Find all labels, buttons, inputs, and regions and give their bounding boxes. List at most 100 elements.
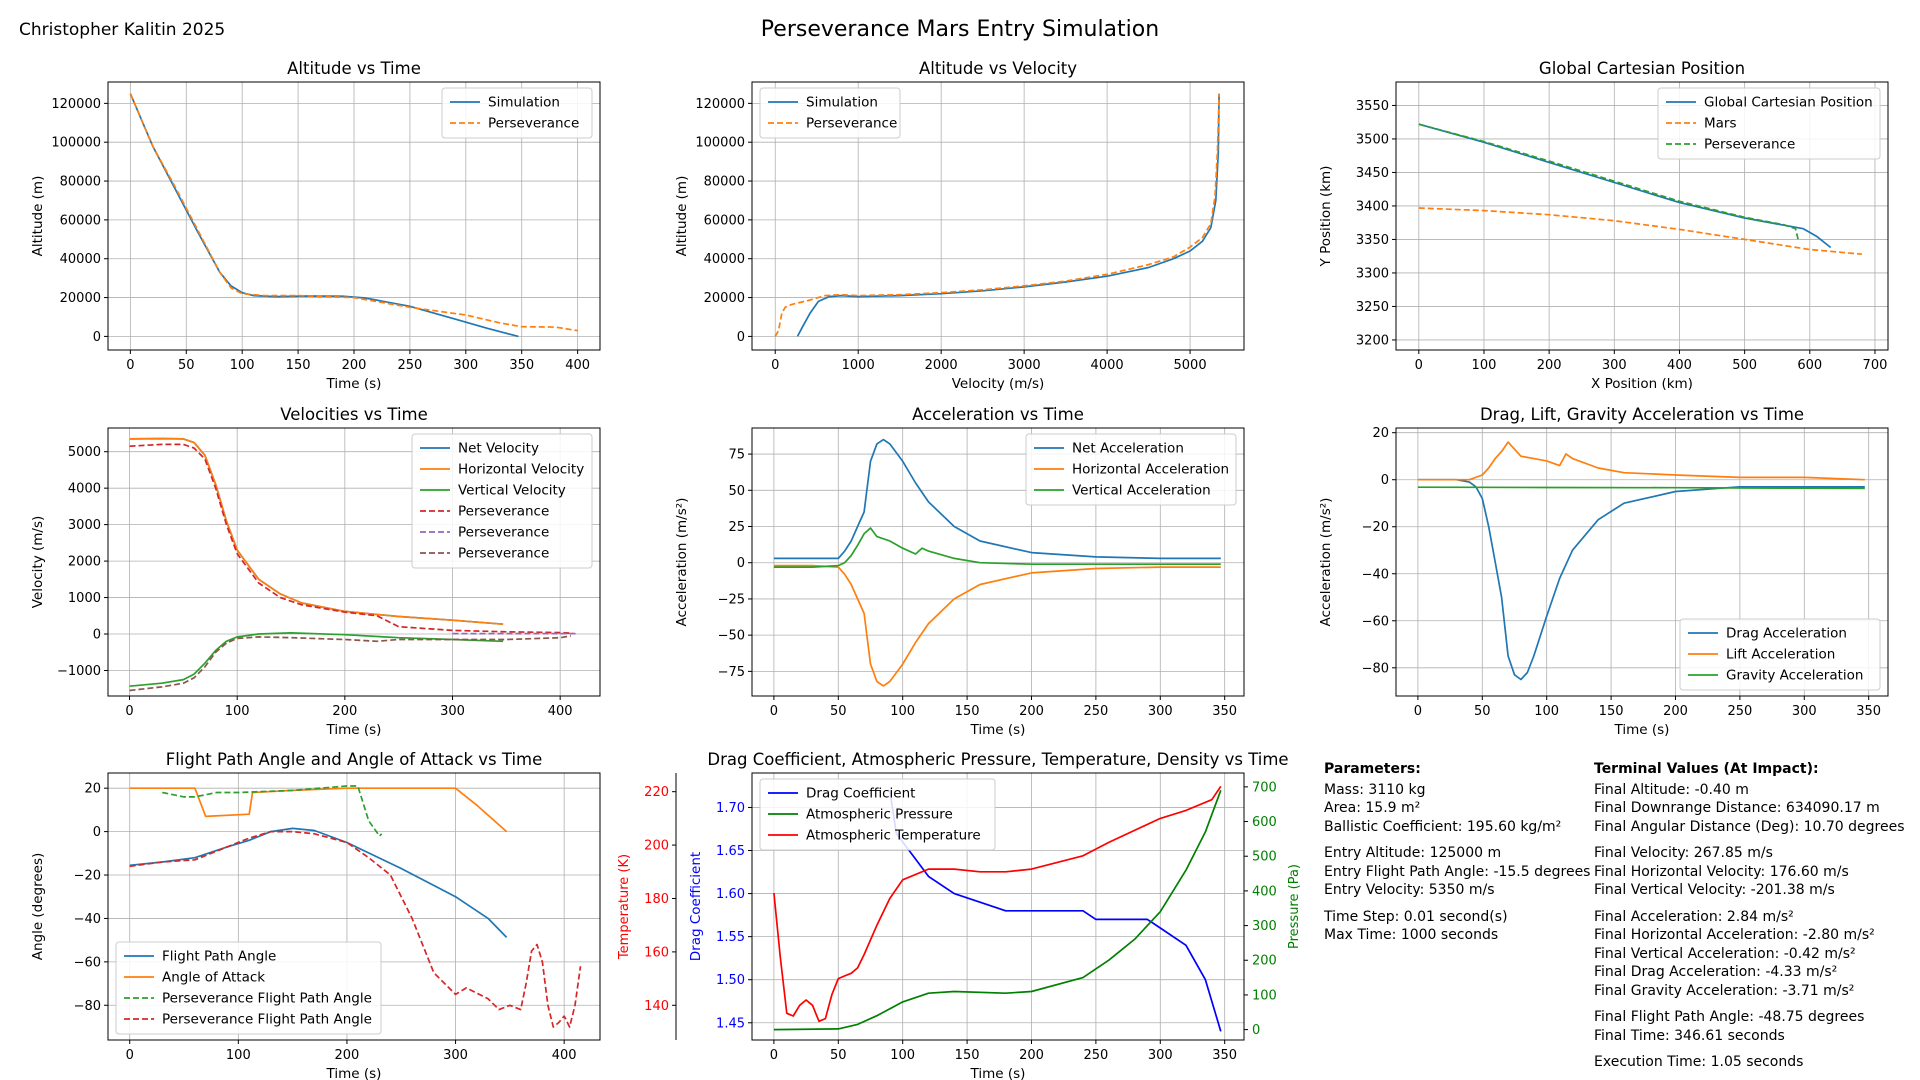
y-tick-label: −20 — [1362, 520, 1389, 535]
y-tick-label: −50 — [718, 629, 745, 644]
panel-group: Execution Time: 1.05 seconds — [1594, 1053, 1905, 1072]
legend-box — [1657, 87, 1881, 160]
panel-line: Final Gravity Acceleration: -3.71 m/s² — [1594, 982, 1855, 999]
panel-line: Final Vertical Velocity: -201.38 m/s — [1594, 882, 1835, 898]
panel-line: Final Drag Acceleration: -4.33 m/s² — [1594, 964, 1838, 980]
y2-tick-label: 600 — [1252, 815, 1277, 830]
chart-title: Altitude vs Time — [287, 59, 421, 78]
panel-line: Final Velocity: 267.85 m/s — [1594, 845, 1773, 861]
legend-label: Drag Coefficient — [806, 786, 915, 802]
panel-line: Final Horizontal Acceleration: -2.80 m/s… — [1594, 927, 1875, 943]
figure-title: Perseverance Mars Entry Simulation — [760, 17, 1160, 42]
x-tick-label: 250 — [1727, 704, 1752, 719]
panel-heading: Terminal Values (At Impact): — [1594, 761, 1819, 777]
y-tick-label: 4000 — [68, 482, 101, 497]
chart-title: Acceleration vs Time — [912, 405, 1084, 424]
series-line — [773, 564, 1221, 687]
series-line — [1417, 478, 1865, 681]
y-tick-label: −80 — [1362, 661, 1389, 676]
panel-group: Final Acceleration: 2.84 m/s² Final Horiz… — [1594, 908, 1905, 1001]
x-tick-label: 600 — [1797, 358, 1822, 373]
x-tick-label: 350 — [509, 358, 534, 373]
x-tick-label: 50 — [1474, 704, 1491, 719]
y-tick-label: 100000 — [695, 136, 745, 151]
panel-line: Ballistic Coefficient: 195.60 kg/m² — [1324, 818, 1562, 835]
y-tick-label: 80000 — [60, 175, 101, 190]
x-axis-label: Time (s) — [326, 1066, 382, 1080]
panel-line: Final Angular Distance (Deg): 10.70 degr… — [1594, 818, 1905, 835]
chart-alt_vel: 0 1000 2000 3000 4000 5000 0 20000 40000 60000 800… — [674, 59, 1245, 392]
legend-box — [759, 778, 996, 851]
y-tick-label: 120000 — [695, 97, 745, 112]
y-axis-label: Velocity (m/s) — [30, 516, 46, 609]
legend-label: Global Cartesian Position — [1704, 95, 1873, 111]
y2-axis-label: Pressure (Pa) — [1287, 864, 1302, 949]
y-tick-label: 0 — [737, 556, 745, 571]
legend-label: Horizontal Acceleration — [1072, 462, 1229, 478]
x-tick-label: 400 — [1667, 358, 1692, 373]
x-tick-label: 4000 — [1091, 358, 1124, 373]
y-axis-label: Acceleration (m/s²) — [1318, 498, 1334, 627]
legend-label: Net Acceleration — [1072, 441, 1184, 457]
legend: Net Acceleration Horizontal Acceleration V… — [1025, 433, 1237, 506]
y-tick-label: 60000 — [704, 213, 745, 228]
series-line — [129, 437, 504, 626]
x-tick-label: 100 — [230, 358, 255, 373]
legend: Global Cartesian Position Mars Perseveranc… — [1657, 87, 1881, 160]
x-tick-label: 200 — [1663, 704, 1688, 719]
legend-box — [759, 87, 901, 139]
x-tick-label: 50 — [830, 704, 847, 719]
y-tick-label: 75 — [728, 448, 745, 463]
y-tick-label: 3400 — [1356, 199, 1389, 214]
panel-line: Entry Velocity: 5350 m/s — [1324, 882, 1495, 898]
x-tick-label: 350 — [1212, 1048, 1237, 1063]
y-tick-label: 40000 — [704, 252, 745, 267]
x-tick-label: 0 — [770, 704, 778, 719]
legend-box — [115, 941, 382, 1035]
y-tick-label: 1000 — [68, 591, 101, 606]
panel-group: Final Flight Path Angle: -48.75 degrees F… — [1594, 1008, 1905, 1045]
chart-title: Drag, Lift, Gravity Acceleration vs Time — [1480, 405, 1804, 424]
y-tick-label: 3450 — [1356, 166, 1389, 181]
x-tick-label: 150 — [955, 704, 980, 719]
x-tick-label: 0 — [126, 358, 134, 373]
y-tick-label: 100000 — [51, 136, 101, 151]
y-axis-label: Altitude (m) — [674, 176, 690, 257]
panel-line: Final Acceleration: 2.84 m/s² — [1594, 908, 1794, 925]
x-tick-label: 300 — [1792, 704, 1817, 719]
panel-line: Final Time: 346.61 seconds — [1594, 1027, 1785, 1044]
x-tick-label: 400 — [548, 704, 573, 719]
legend-label: Net Velocity — [458, 441, 539, 457]
legend-label: Vertical Velocity — [458, 483, 566, 499]
x-tick-label: 200 — [1019, 704, 1044, 719]
y-axis-label: Acceleration (m/s²) — [674, 498, 690, 627]
panel-line: Final Downrange Distance: 634090.17 m — [1594, 800, 1880, 816]
panel-group: Entry Altitude: 125000 m Entry Flight Pat… — [1324, 844, 1590, 900]
y-tick-label: 3000 — [68, 518, 101, 533]
x-tick-label: 350 — [1212, 704, 1237, 719]
x-tick-label: 100 — [890, 1048, 915, 1063]
y3-tick-label: 200 — [644, 839, 669, 854]
legend-label: Angle of Attack — [162, 970, 265, 986]
legend-label: Atmospheric Pressure — [806, 807, 953, 823]
series-line — [129, 827, 508, 938]
panel-heading: Parameters: — [1324, 761, 1421, 777]
x-tick-label: 300 — [440, 704, 465, 719]
legend: Flight Path Angle Angle of Attack Persever… — [115, 941, 382, 1035]
legend-label: Perseverance — [458, 525, 549, 541]
y-tick-label: 3250 — [1356, 300, 1389, 315]
x-tick-label: 500 — [1732, 358, 1757, 373]
legend-label: Perseverance — [488, 116, 579, 132]
panel-line: Final Flight Path Angle: -48.75 degrees — [1594, 1009, 1865, 1025]
legend-label: Simulation — [806, 95, 878, 111]
axes-frame — [1395, 81, 1889, 351]
y-axis-label: Altitude (m) — [30, 176, 46, 257]
y3-axis-label: Temperature (K) — [617, 854, 632, 960]
panel-line: Mass: 3110 kg — [1324, 781, 1426, 798]
x-tick-label: 250 — [397, 358, 422, 373]
panel-line: Max Time: 1000 seconds — [1324, 927, 1499, 943]
chart-title: Velocities vs Time — [280, 405, 428, 424]
x-tick-label: 0 — [1414, 704, 1422, 719]
legend-label: Perseverance — [1704, 137, 1795, 153]
y2-tick-label: 200 — [1252, 954, 1277, 969]
